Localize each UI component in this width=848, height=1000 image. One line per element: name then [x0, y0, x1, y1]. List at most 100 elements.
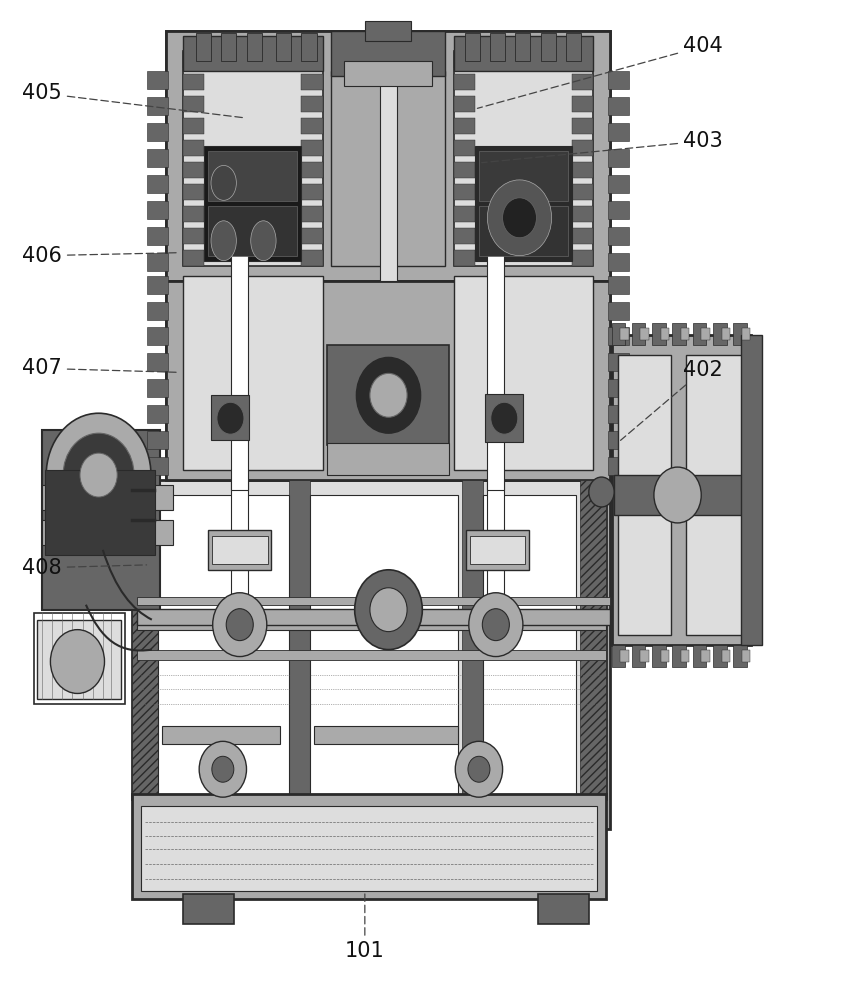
Bar	[301, 140, 322, 156]
Bar	[132, 480, 605, 799]
Bar	[326, 345, 449, 445]
Bar	[147, 123, 168, 141]
Bar	[693, 323, 706, 345]
Bar	[741, 335, 762, 645]
Bar	[618, 355, 671, 635]
Circle shape	[455, 741, 503, 797]
Text: 408: 408	[22, 558, 147, 578]
Bar	[608, 97, 629, 115]
Bar	[147, 276, 168, 294]
Bar	[183, 74, 204, 90]
Bar	[289, 480, 310, 799]
Bar	[516, 33, 531, 61]
Bar	[183, 140, 204, 156]
Bar	[147, 149, 168, 167]
Bar	[722, 328, 730, 340]
Bar	[183, 118, 204, 134]
Bar	[632, 645, 645, 667]
Bar	[147, 71, 168, 89]
Bar	[162, 726, 281, 744]
Bar	[301, 118, 322, 134]
Bar	[380, 41, 397, 281]
Bar	[652, 323, 666, 345]
Bar	[608, 276, 629, 294]
Circle shape	[80, 453, 117, 497]
Text: 405: 405	[22, 83, 243, 118]
Bar	[301, 52, 322, 68]
Bar	[301, 74, 322, 90]
Bar	[693, 645, 706, 667]
Bar	[572, 162, 593, 178]
Bar	[331, 31, 445, 76]
Bar	[158, 495, 289, 794]
Text: 407: 407	[22, 358, 176, 378]
Circle shape	[468, 756, 490, 782]
Bar	[166, 31, 610, 829]
Bar	[331, 71, 445, 266]
Bar	[572, 140, 593, 156]
Bar	[183, 51, 322, 266]
Bar	[454, 140, 475, 156]
Circle shape	[356, 357, 421, 433]
Circle shape	[370, 373, 407, 417]
Bar	[247, 33, 262, 61]
Circle shape	[589, 477, 614, 507]
Bar	[686, 355, 744, 635]
Bar	[734, 323, 747, 345]
Bar	[454, 51, 593, 266]
Bar	[722, 650, 730, 662]
Bar	[147, 353, 168, 371]
Circle shape	[199, 741, 247, 797]
Bar	[209, 151, 297, 201]
Bar	[734, 645, 747, 667]
Bar	[572, 206, 593, 222]
Text: 101: 101	[345, 894, 385, 961]
Bar	[652, 645, 666, 667]
Bar	[209, 530, 271, 570]
Bar	[488, 480, 505, 610]
Bar	[572, 250, 593, 266]
Bar	[640, 650, 649, 662]
Circle shape	[491, 402, 518, 434]
Bar	[608, 123, 629, 141]
Bar	[713, 323, 727, 345]
Bar	[632, 323, 645, 345]
Bar	[301, 162, 322, 178]
Bar	[538, 894, 589, 924]
Circle shape	[217, 402, 244, 434]
Bar	[343, 61, 432, 86]
Bar	[608, 302, 629, 320]
Bar	[147, 457, 168, 475]
Bar	[608, 71, 629, 89]
Bar	[681, 650, 689, 662]
Bar	[132, 794, 605, 899]
Bar	[196, 33, 211, 61]
Bar	[147, 227, 168, 245]
Bar	[45, 470, 155, 555]
Bar	[572, 74, 593, 90]
Bar	[672, 323, 686, 345]
Bar	[608, 175, 629, 193]
Bar	[608, 149, 629, 167]
Bar	[301, 96, 322, 112]
Circle shape	[469, 593, 523, 657]
Bar	[454, 74, 475, 90]
Text: 403: 403	[482, 131, 722, 163]
Circle shape	[50, 630, 104, 693]
Bar	[479, 206, 567, 256]
Bar	[462, 480, 483, 799]
Bar	[620, 650, 628, 662]
Bar	[147, 405, 168, 423]
Circle shape	[654, 467, 701, 523]
Bar	[661, 328, 669, 340]
Bar	[147, 302, 168, 320]
Bar	[183, 894, 234, 924]
Bar	[483, 495, 576, 794]
Bar	[212, 536, 268, 564]
Circle shape	[488, 180, 552, 256]
Bar	[132, 480, 158, 799]
Bar	[454, 184, 475, 200]
Bar	[204, 146, 301, 261]
Bar	[326, 443, 449, 475]
Bar	[454, 250, 475, 266]
